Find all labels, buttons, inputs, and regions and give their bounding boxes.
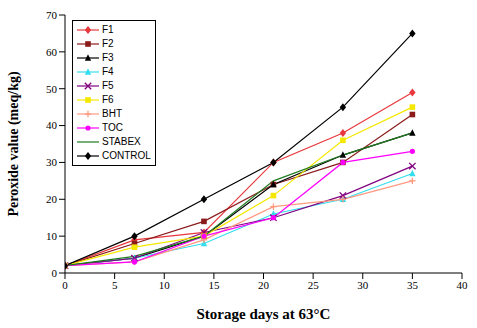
svg-text:30: 30 — [357, 279, 369, 291]
svg-text:50: 50 — [46, 83, 58, 95]
svg-text:15: 15 — [208, 279, 220, 291]
svg-text:Storage days at 63°C: Storage days at 63°C — [197, 306, 331, 322]
html-text:BHT: BHT — [102, 108, 122, 119]
svg-text:25: 25 — [308, 279, 320, 291]
svg-text:30: 30 — [46, 156, 58, 168]
svg-text:20: 20 — [258, 279, 270, 291]
svg-text:20: 20 — [46, 193, 58, 205]
svg-text:10: 10 — [46, 230, 58, 242]
svg-text:0: 0 — [52, 267, 58, 279]
svg-text:0: 0 — [62, 279, 68, 291]
svg-text:Peroxide value (meq/kg): Peroxide value (meq/kg) — [8, 71, 22, 217]
svg-text:60: 60 — [46, 46, 58, 58]
svg-text:10: 10 — [159, 279, 171, 291]
html-text:F4: F4 — [102, 66, 114, 77]
svg-text:40: 40 — [457, 279, 469, 291]
html-text:CONTROL: CONTROL — [102, 150, 151, 161]
html-text:F5: F5 — [102, 80, 114, 91]
html-text:F1: F1 — [102, 24, 114, 35]
html-text:F6: F6 — [102, 94, 114, 105]
svg-text:40: 40 — [46, 119, 58, 131]
svg-text:70: 70 — [46, 9, 58, 21]
html-text:F2: F2 — [102, 38, 114, 49]
html-text:F3: F3 — [102, 52, 114, 63]
html-text:TOC: TOC — [102, 122, 123, 133]
svg-text:5: 5 — [112, 279, 118, 291]
html-text:STABEX: STABEX — [102, 136, 141, 147]
svg-text:35: 35 — [407, 279, 419, 291]
